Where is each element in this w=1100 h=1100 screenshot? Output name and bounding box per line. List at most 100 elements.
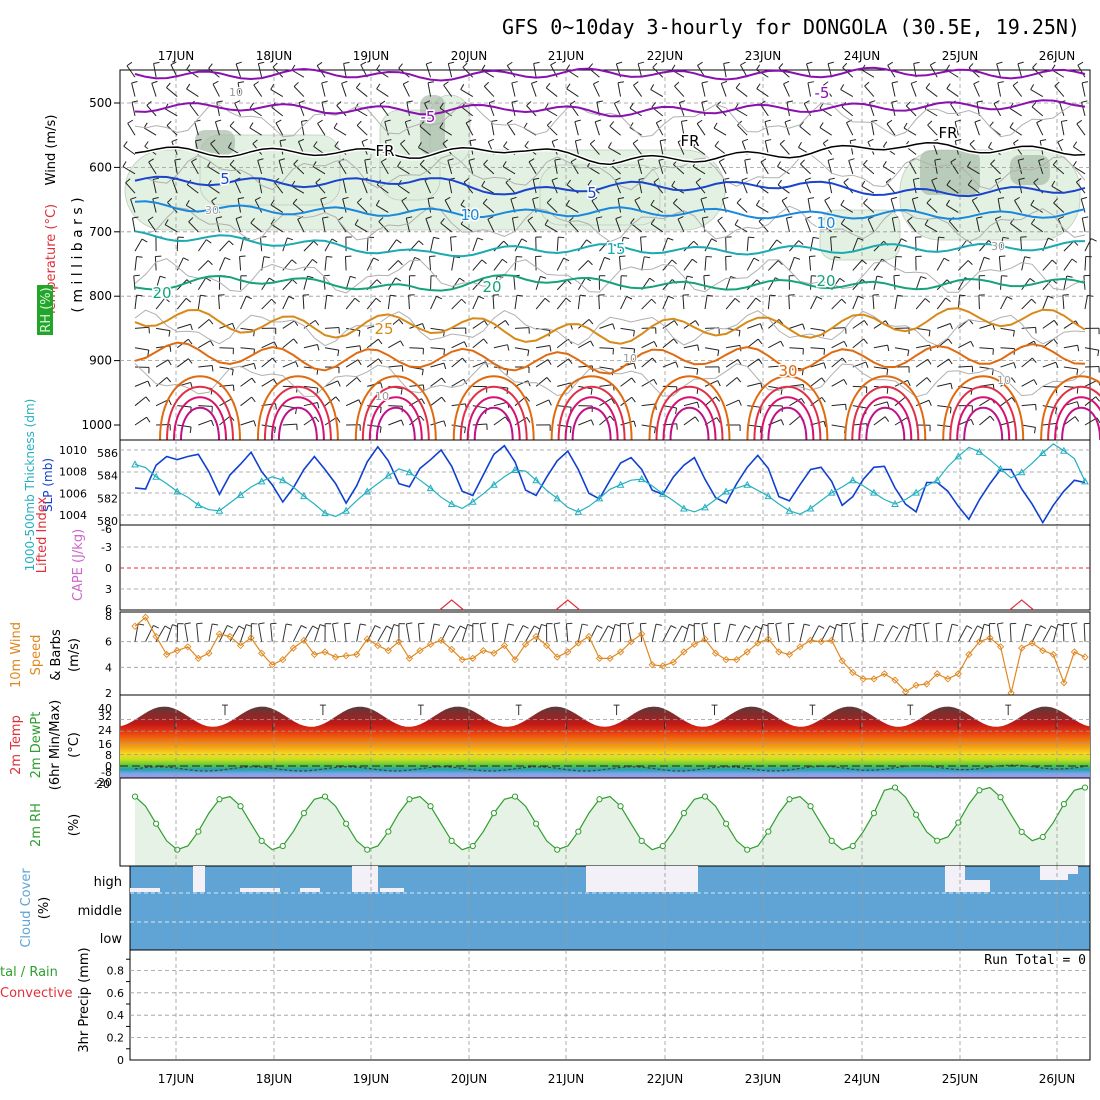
- barb-staff: [1000, 347, 1015, 350]
- barb-staff: [947, 624, 953, 642]
- barb-staff: [313, 624, 321, 642]
- wind-barb: [153, 61, 160, 78]
- barb-staff: [905, 624, 911, 642]
- barb-staff: [376, 88, 389, 97]
- barb-flag: [1053, 338, 1058, 345]
- barb-flag: [188, 217, 194, 223]
- surface-wind-barb: [292, 625, 307, 642]
- wind-barb: [746, 257, 760, 271]
- barb-flag: [581, 623, 589, 626]
- barb-staff: [893, 275, 896, 290]
- wind-barb: [131, 81, 138, 97]
- barb-staff: [946, 184, 959, 194]
- barb-staff: [831, 256, 835, 271]
- barb-staff: [577, 623, 583, 642]
- wind-barb: [704, 255, 713, 271]
- barb-staff: [482, 202, 495, 213]
- barb-flag: [146, 101, 152, 106]
- surface-wind-barb: [736, 625, 751, 642]
- barb-flag: [521, 238, 528, 243]
- barb-flag: [938, 236, 945, 239]
- barb-staff: [997, 198, 1002, 213]
- barb-staff: [891, 82, 896, 97]
- wind-barb: [637, 61, 645, 78]
- wind-speed-point: [564, 648, 572, 656]
- wind-speed-point: [806, 636, 815, 645]
- barb-flag: [444, 196, 451, 201]
- thickness-point: [532, 476, 540, 484]
- barb-staff: [514, 380, 529, 387]
- barb-staff: [479, 623, 484, 642]
- rh-contour-label: 10: [229, 86, 243, 99]
- barb-flag: [988, 142, 992, 148]
- barb-staff: [683, 240, 695, 252]
- barb-staff: [133, 275, 136, 290]
- barb-staff: [527, 220, 537, 233]
- wind-barb: [873, 401, 890, 408]
- barb-staff: [789, 383, 804, 387]
- wind-barb: [130, 196, 137, 213]
- wind-barb: [615, 216, 622, 232]
- wind-barb: [134, 347, 150, 357]
- barb-flag: [380, 382, 383, 389]
- barb-flag: [777, 260, 783, 266]
- barb-flag: [270, 84, 275, 90]
- wind-speed-point: [775, 648, 783, 656]
- temp-series: [134, 704, 1086, 772]
- barb-staff: [971, 200, 980, 213]
- ylabel-10m-wind: 10m Wind: [9, 622, 24, 688]
- barb-flag: [527, 216, 534, 221]
- wind-speed-point: [543, 641, 551, 650]
- barb-staff: [472, 338, 484, 349]
- barb-flag: [1031, 101, 1037, 108]
- barb-flag: [398, 63, 403, 69]
- barb-flag: [616, 61, 623, 65]
- wind-speed-point: [521, 640, 530, 648]
- diurnal-isotherm: [956, 396, 1011, 441]
- wind-barb: [912, 177, 920, 194]
- barb-flag: [840, 84, 845, 90]
- barb-flag: [426, 61, 433, 65]
- li-tick-label: -3: [101, 541, 112, 554]
- barb-flag: [806, 61, 813, 65]
- wind-barb: [487, 216, 495, 233]
- barb-flag: [857, 295, 864, 299]
- barb-flag: [533, 61, 540, 64]
- date-label-bottom: 24JUN: [844, 1072, 881, 1086]
- wind-barb: [444, 196, 453, 213]
- wind-barb: [460, 199, 474, 213]
- wind-barb: [324, 416, 341, 426]
- barb-flag: [563, 257, 570, 262]
- barb-staff: [388, 419, 402, 426]
- barb-flag: [401, 197, 408, 202]
- li-spike: [555, 599, 581, 611]
- barb-flag: [344, 622, 351, 625]
- barb-staff: [633, 84, 643, 97]
- barb-staff: [808, 256, 812, 271]
- barb-flag: [275, 119, 282, 124]
- surface-wind-barb: [841, 623, 848, 642]
- wind-barb: [1060, 119, 1068, 136]
- wind-barb: [725, 359, 742, 368]
- wind-barb: [493, 258, 508, 271]
- wind-barb: [408, 294, 415, 310]
- barb-staff: [764, 140, 769, 155]
- barb-staff: [784, 121, 790, 136]
- barb-flag: [862, 159, 868, 165]
- barb-staff: [451, 378, 464, 387]
- wind-barb: [891, 81, 898, 97]
- barb-staff: [873, 416, 886, 426]
- surface-wind-barb: [218, 625, 233, 642]
- wind-speed-point: [469, 654, 477, 662]
- barb-staff: [979, 323, 993, 329]
- surface-wind-barb: [525, 625, 540, 642]
- barb-flag: [779, 139, 785, 145]
- barb-flag: [823, 421, 827, 428]
- wind-barb: [894, 379, 911, 387]
- barb-flag: [696, 119, 703, 125]
- wind-barb: [430, 236, 440, 252]
- barb-staff: [388, 340, 401, 349]
- barb-flag: [1051, 180, 1056, 187]
- wind-barb: [321, 81, 328, 97]
